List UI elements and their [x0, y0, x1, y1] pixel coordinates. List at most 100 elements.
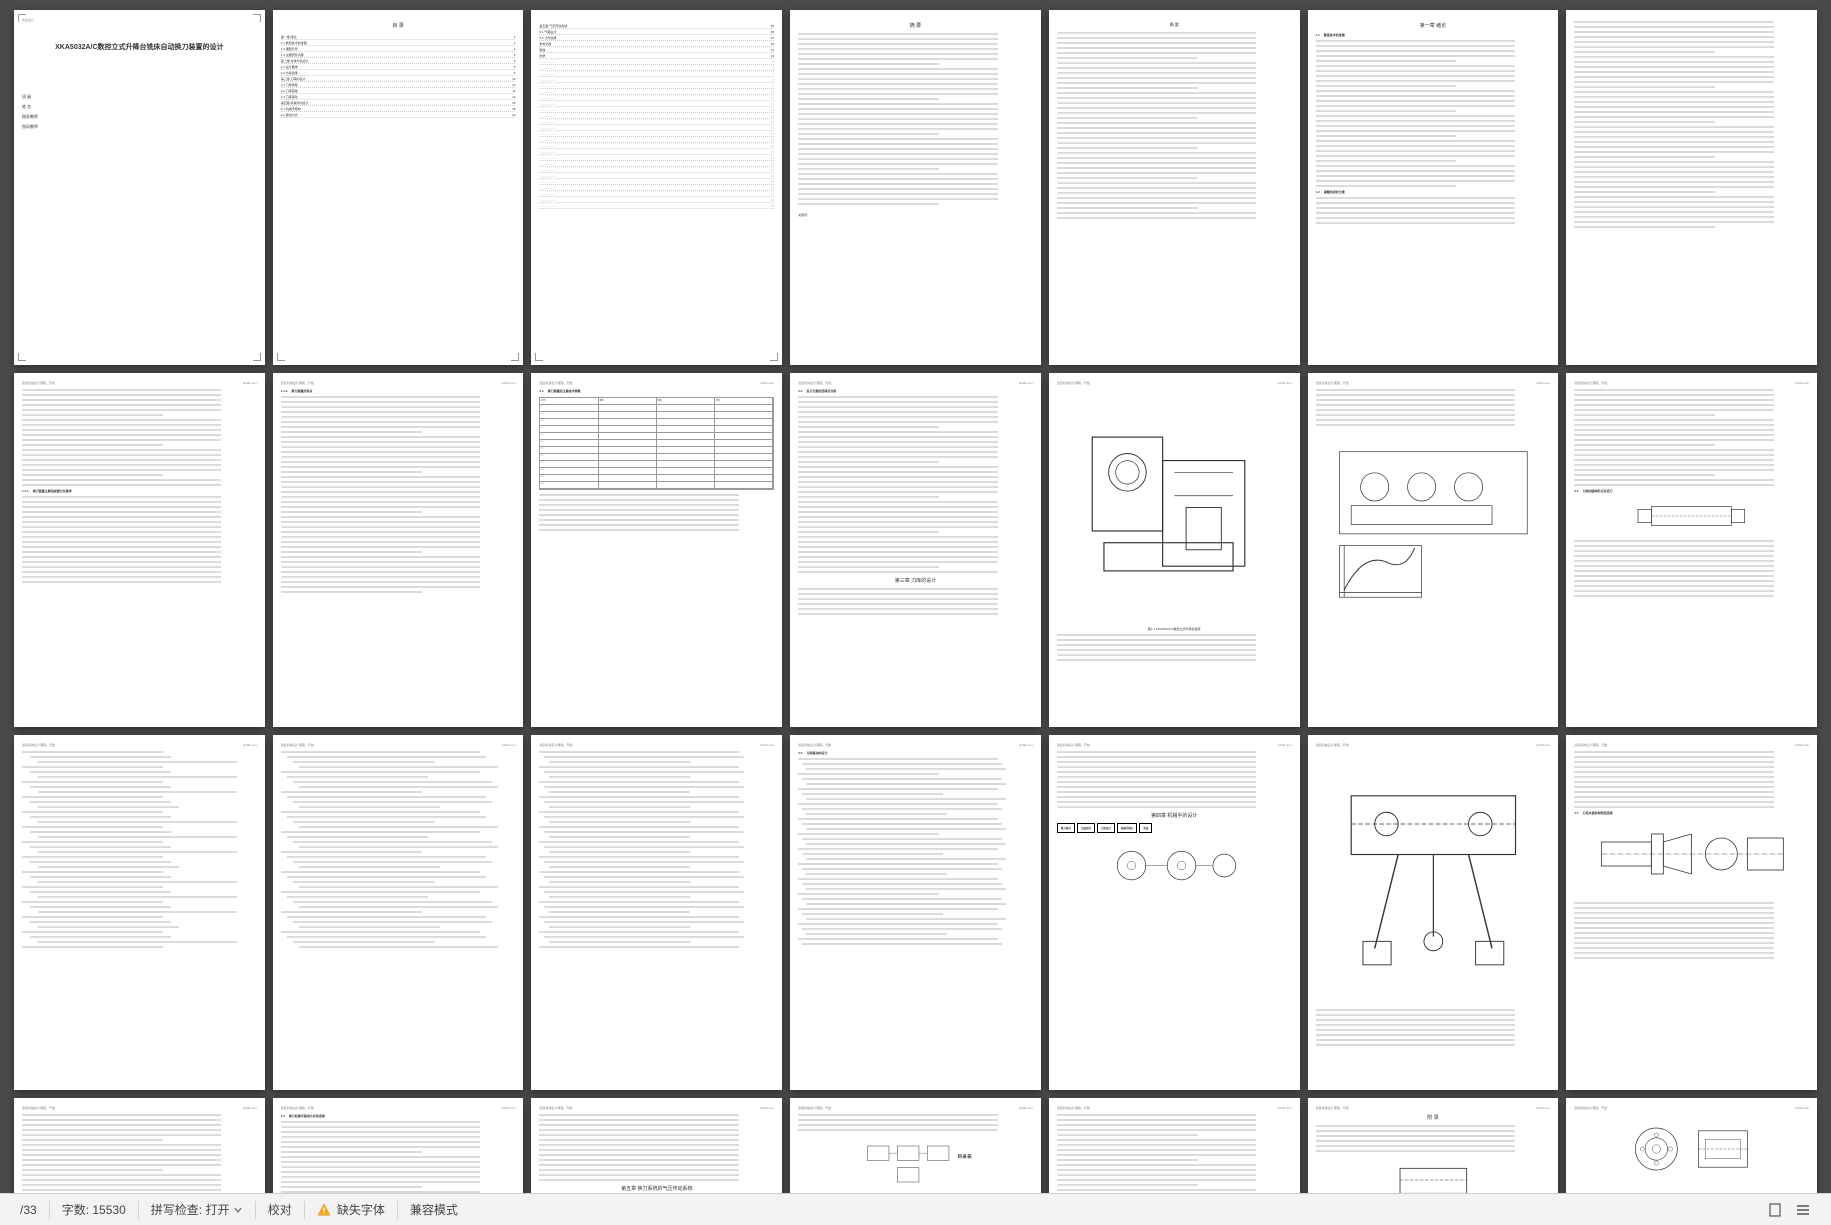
page-27[interactable]: 改变机械设计课程。开始pt100.com 附 录 for(let i=0;i<6…: [1308, 1098, 1559, 1193]
page-17[interactable]: 改变机械设计课程。开始pt100.com for(let i=0;i<40;i+…: [531, 735, 782, 1090]
header-left: 改变机械设计课程。开始: [798, 381, 831, 385]
compatibility-mode[interactable]: 兼容模式: [398, 1194, 470, 1225]
table-cell: [715, 419, 773, 425]
diagram-caption: 图1-1 XKA5032A/C数控立式升降台铣床: [1057, 627, 1292, 631]
heading-text: 刀库驱动的设计: [806, 751, 827, 755]
crop-mark: [18, 353, 26, 361]
header-left: 改变机械设计课程。开始: [539, 1106, 572, 1110]
toc-entry: 1.3 主要研究内容3: [281, 53, 516, 58]
table-row: 4: [540, 426, 773, 433]
page-12[interactable]: 改变机械设计课程。开始pt100.com 图1-1 XKA5032A/C数控立式…: [1049, 373, 1300, 728]
table-cell: 8: [540, 454, 598, 460]
header-right: pt100.com: [1019, 381, 1033, 385]
page-22[interactable]: 改变机械设计课程。开始pt100.com for(let i=0;i<22;i+…: [14, 1098, 265, 1193]
header-left: 改变机械设计课程。开始: [1574, 1106, 1607, 1110]
table-header-cell: 序号: [540, 398, 598, 404]
page-14[interactable]: 改变机械设计课程。开始pt100.com for(let i=0;i<20;i+…: [1566, 373, 1817, 728]
table-cell: [715, 447, 773, 453]
page-25[interactable]: 改变机械设计课程。开始pt100.com for(let i=0;i<4;i++…: [790, 1098, 1041, 1193]
page-26[interactable]: 改变机械设计课程。开始pt100.com for(let i=0;i<18;i+…: [1049, 1098, 1300, 1193]
page-18[interactable]: 改变机械设计课程。开始pt100.com 3.3刀库驱动的设计 for(let …: [790, 735, 1041, 1090]
assembly-diagram: [1316, 429, 1551, 615]
appendix-title: 附 录: [1316, 1114, 1551, 1121]
page-4[interactable]: 摘 要 for(let i=0;i<35;i++)document.write(…: [790, 10, 1041, 365]
table-cell: [599, 426, 657, 432]
table-cell: [657, 419, 715, 425]
heading-number: 2.4: [798, 389, 802, 393]
table-cell: [599, 461, 657, 467]
page-5[interactable]: 摘 要 for(let i=0;i<38;i++)document.write(…: [1049, 10, 1300, 365]
page-24[interactable]: 改变机械设计课程。开始pt100.com for(let i=0;i<14;i+…: [531, 1098, 782, 1193]
flowchart-node: 机械手换刀: [1117, 823, 1138, 833]
toc-entry: 第一章 绪论1: [281, 35, 516, 40]
header-left: 改变机械设计课程。开始: [281, 1106, 314, 1110]
page-20[interactable]: 改变机械设计课程。开始pt100.com for(let i=0;i<8;i++…: [1308, 735, 1559, 1090]
text-body: for(let i=0;i<40;i++)document.write('<di…: [281, 396, 516, 593]
page-indicator[interactable]: /33: [8, 1194, 49, 1225]
spell-check-toggle[interactable]: 拼写检查: 打开: [139, 1194, 255, 1225]
page-13[interactable]: 改变机械设计课程。开始pt100.com for(let i=0;i<8;i++…: [1308, 373, 1559, 728]
flowchart-node: 主轴定向: [1077, 823, 1095, 833]
page-21[interactable]: 改变机械设计课程。开始pt100.com for(let i=0;i<12;i+…: [1566, 735, 1817, 1090]
toc-entry: ────────14: [539, 114, 774, 119]
text-body: for(let i=0;i<12;i++)document.write('<di…: [1574, 540, 1809, 597]
toc-entry: ────────10: [539, 90, 774, 95]
page-3[interactable]: 第五章 气压传动系统255.1 气路设计255.2 元件选择27参考文献30致谢…: [531, 10, 782, 365]
header-right: pt100.com: [1278, 381, 1292, 385]
page-7[interactable]: for(let i=0;i<42;i++)document.write('<di…: [1566, 10, 1817, 365]
mechanism-diagram: [1057, 837, 1292, 887]
view-mode-page-button[interactable]: [1763, 1198, 1787, 1222]
page-11[interactable]: 改变机械设计课程。开始pt100.com 2.4设计方案的选择及分析 for(l…: [790, 373, 1041, 728]
table-cell: [715, 440, 773, 446]
text-body: for(let i=0;i<6;i++)document.write('<div…: [1057, 634, 1292, 661]
header-left: 改变机械设计课程。开始: [1316, 743, 1349, 747]
page-19[interactable]: 改变机械设计课程。开始pt100.com for(let i=0;i<12;i+…: [1049, 735, 1300, 1090]
toc-entry: ────────27: [539, 192, 774, 197]
heading-text: 数控技术的发展: [1324, 33, 1345, 37]
heading-number: 4.4: [1574, 811, 1578, 815]
toc-entry: ────────11: [539, 96, 774, 101]
header-left: 改变机械设计课程。开始: [1574, 381, 1607, 385]
heading-number: 1.4.2: [281, 389, 288, 393]
page-9[interactable]: 改变机械设计课程。开始pt100.com 1.4.2换刀装置的特点 for(le…: [273, 373, 524, 728]
page-2[interactable]: 目 录 第一章 绪论11.1 数控技术的发展11.2 课题背景21.3 主要研究…: [273, 10, 524, 365]
proofing-button[interactable]: 校对: [256, 1194, 304, 1225]
flowchart: 换刀指令主轴定向刀库选刀机械手换刀完成: [1057, 823, 1292, 833]
header-right: pt100.com: [1795, 743, 1809, 747]
word-count[interactable]: 字数: 15530: [50, 1194, 138, 1225]
toc-entry: 1.2 课题背景2: [281, 47, 516, 52]
table-cell: 1: [540, 405, 598, 411]
heading-text: 换刀装置的特点: [291, 389, 312, 393]
toc-entry: ────────25: [539, 180, 774, 185]
table-row: 9: [540, 461, 773, 468]
header-right: pt100.com: [1019, 1106, 1033, 1110]
page-10[interactable]: 改变机械设计课程。开始pt100.com 2.2换刀装置的主要技术参数 序号参数…: [531, 373, 782, 728]
missing-fonts-warning[interactable]: 缺失字体: [305, 1194, 397, 1225]
page-1[interactable]: 毕业设计 XKA5032A/C数控立式升降台铣床自动换刀装置的设计 班 级 姓 …: [14, 10, 265, 365]
page-8[interactable]: 改变机械设计课程。开始pt100.com for(let i=0;i<20;i+…: [14, 373, 265, 728]
heading-text: 设计方案的选择及分析: [806, 389, 836, 393]
flowchart-node: 换刀指令: [1057, 823, 1075, 833]
table-cell: [599, 419, 657, 425]
page-28[interactable]: 改变机械设计课程。开始pt100.com: [1566, 1098, 1817, 1193]
page-16[interactable]: 改变机械设计课程。开始pt100.com for(let i=0;i<40;i+…: [273, 735, 524, 1090]
toc-entry: ────────15: [539, 120, 774, 125]
calc-body: for(let i=0;i<40;i++)document.write('<di…: [281, 751, 516, 948]
table-cell: [657, 412, 715, 418]
page-6[interactable]: 第一章 绪论 1.1数控技术的发展 for(let i=0;i<30;i++)d…: [1308, 10, 1559, 365]
table-cell: [599, 475, 657, 481]
header-right: pt100.com: [1278, 1106, 1292, 1110]
toc-entry: 致谢31: [539, 48, 774, 53]
page-15[interactable]: 改变机械设计课程。开始pt100.com for(let i=0;i<40;i+…: [14, 735, 265, 1090]
heading-text: 刀库的结构形式及选刀: [1582, 489, 1612, 493]
page-23[interactable]: 改变机械设计课程。开始pt100.com 4.2换刀机械手驱动方式的选择 for…: [273, 1098, 524, 1193]
status-bar: /33 字数: 15530 拼写检查: 打开 校对 缺失字体 兼: [0, 1193, 1831, 1225]
pneumatic-diagram-1: 目录表: [798, 1134, 1033, 1193]
toc-entry: ────────12: [539, 102, 774, 107]
view-mode-outline-button[interactable]: [1791, 1198, 1815, 1222]
table-row: 6: [540, 440, 773, 447]
page-view-icon: [1767, 1202, 1783, 1218]
table-cell: [657, 440, 715, 446]
document-canvas[interactable]: 毕业设计 XKA5032A/C数控立式升降台铣床自动换刀装置的设计 班 级 姓 …: [0, 0, 1831, 1193]
outline-view-icon: [1795, 1202, 1811, 1218]
